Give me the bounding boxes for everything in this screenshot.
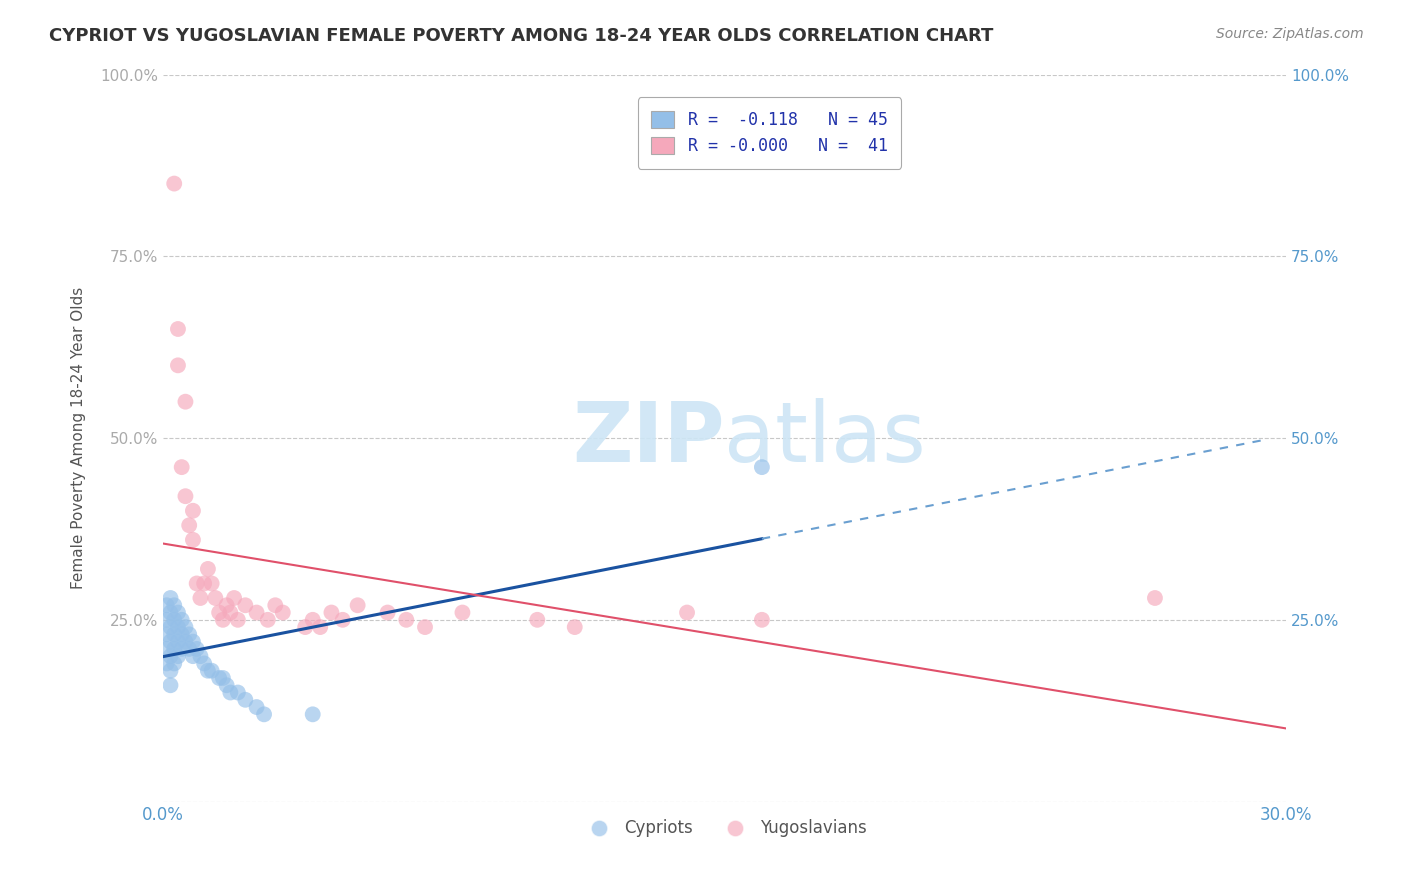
Text: CYPRIOT VS YUGOSLAVIAN FEMALE POVERTY AMONG 18-24 YEAR OLDS CORRELATION CHART: CYPRIOT VS YUGOSLAVIAN FEMALE POVERTY AM…: [49, 27, 994, 45]
Point: [174, 620, 197, 634]
Point: [377, 606, 399, 620]
Point: [181, 634, 204, 648]
Point: [413, 620, 436, 634]
Legend: Cypriots, Yugoslavians: Cypriots, Yugoslavians: [576, 813, 873, 844]
Point: [215, 599, 238, 613]
Point: [156, 613, 179, 627]
Point: [159, 649, 181, 664]
Point: [294, 620, 316, 634]
Point: [167, 649, 190, 664]
Point: [186, 576, 208, 591]
Y-axis label: Female Poverty Among 18-24 Year Olds: Female Poverty Among 18-24 Year Olds: [72, 287, 86, 590]
Point: [167, 322, 190, 336]
Point: [1143, 591, 1166, 605]
Point: [201, 664, 224, 678]
Point: [167, 634, 190, 648]
Point: [181, 533, 204, 547]
Text: ZIP: ZIP: [572, 398, 724, 478]
Point: [193, 657, 215, 671]
Point: [245, 606, 267, 620]
Point: [212, 613, 235, 627]
Point: [163, 613, 186, 627]
Point: [190, 649, 212, 664]
Point: [208, 606, 231, 620]
Point: [170, 641, 193, 656]
Point: [156, 641, 179, 656]
Point: [332, 613, 354, 627]
Point: [186, 641, 208, 656]
Point: [193, 576, 215, 591]
Point: [271, 606, 294, 620]
Point: [159, 634, 181, 648]
Point: [451, 606, 474, 620]
Point: [170, 613, 193, 627]
Point: [163, 627, 186, 641]
Point: [156, 599, 179, 613]
Point: [156, 627, 179, 641]
Point: [245, 700, 267, 714]
Point: [346, 599, 368, 613]
Point: [751, 613, 773, 627]
Point: [170, 627, 193, 641]
Point: [264, 599, 287, 613]
Point: [190, 591, 212, 605]
Point: [301, 707, 323, 722]
Point: [224, 591, 246, 605]
Point: [163, 177, 186, 191]
Point: [253, 707, 276, 722]
Point: [159, 620, 181, 634]
Point: [179, 641, 201, 656]
Point: [170, 460, 193, 475]
Point: [163, 657, 186, 671]
Point: [181, 504, 204, 518]
Point: [751, 460, 773, 475]
Point: [179, 627, 201, 641]
Point: [163, 641, 186, 656]
Point: [179, 518, 201, 533]
Text: atlas: atlas: [724, 398, 927, 478]
Point: [226, 613, 249, 627]
Point: [256, 613, 278, 627]
Point: [233, 693, 256, 707]
Point: [167, 606, 190, 620]
Point: [226, 685, 249, 699]
Point: [301, 613, 323, 627]
Point: [174, 394, 197, 409]
Point: [219, 685, 242, 699]
Point: [201, 576, 224, 591]
Point: [208, 671, 231, 685]
Point: [526, 613, 548, 627]
Point: [167, 620, 190, 634]
Point: [156, 657, 179, 671]
Point: [163, 599, 186, 613]
Point: [321, 606, 343, 620]
Point: [174, 489, 197, 503]
Point: [181, 649, 204, 664]
Point: [159, 678, 181, 692]
Point: [159, 664, 181, 678]
Point: [204, 591, 226, 605]
Point: [395, 613, 418, 627]
Point: [167, 359, 190, 373]
Point: [215, 678, 238, 692]
Point: [197, 664, 219, 678]
Point: [676, 606, 699, 620]
Point: [309, 620, 332, 634]
Point: [564, 620, 586, 634]
Point: [197, 562, 219, 576]
Point: [212, 671, 235, 685]
Point: [233, 599, 256, 613]
Point: [174, 634, 197, 648]
Point: [159, 591, 181, 605]
Text: Source: ZipAtlas.com: Source: ZipAtlas.com: [1216, 27, 1364, 41]
Point: [159, 606, 181, 620]
Point: [219, 606, 242, 620]
